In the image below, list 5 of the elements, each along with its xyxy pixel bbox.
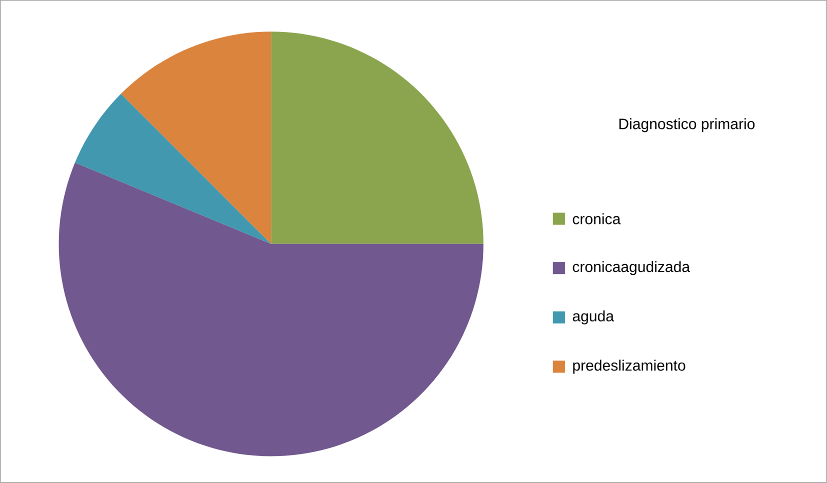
legend-label: cronica bbox=[572, 213, 621, 224]
legend-label: predeslizamiento bbox=[573, 360, 686, 374]
legend-label: cronicaagudizada bbox=[572, 261, 690, 276]
legend-title: Diagnostico primario bbox=[619, 118, 755, 132]
legend-label: aguda bbox=[572, 310, 614, 324]
